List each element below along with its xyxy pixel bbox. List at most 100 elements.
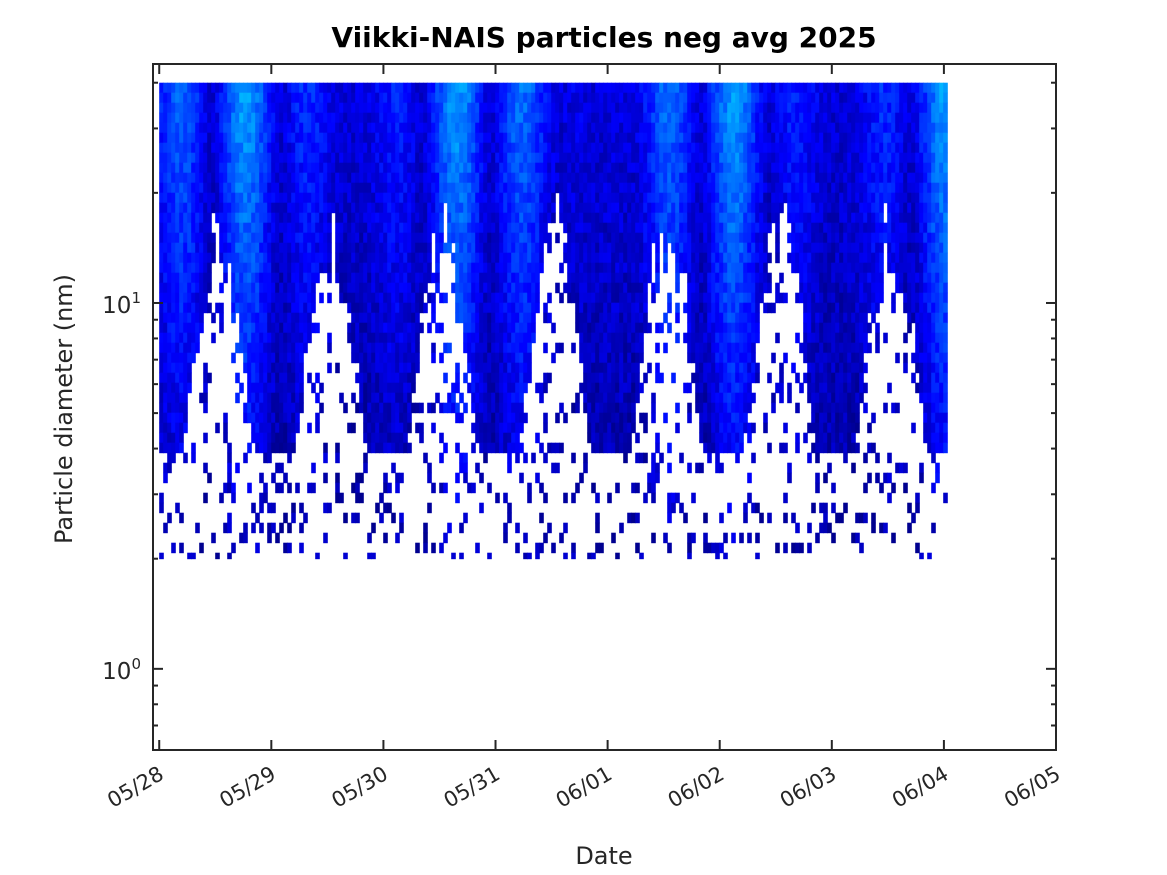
heatmap-cell (375, 152, 380, 164)
heatmap-cell (695, 202, 700, 214)
heatmap-cell (583, 262, 588, 274)
heatmap-cell (423, 192, 428, 204)
heatmap-cell (431, 222, 436, 234)
heatmap-cell (659, 132, 664, 144)
heatmap-cell (347, 172, 352, 184)
heatmap-cell (479, 412, 484, 424)
heatmap-cell (515, 222, 520, 234)
heatmap-cell (635, 342, 640, 354)
heatmap-cell (291, 502, 296, 514)
heatmap-cell (415, 422, 420, 434)
heatmap-cell (539, 232, 544, 244)
heatmap-cell (387, 152, 392, 164)
heatmap-cell (659, 372, 664, 384)
heatmap-cell (759, 102, 764, 114)
heatmap-cell (475, 342, 480, 354)
heatmap-cell (523, 322, 528, 334)
heatmap-cell (343, 122, 348, 134)
heatmap-cell (687, 412, 692, 424)
heatmap-cell (215, 132, 220, 144)
heatmap-cell (479, 252, 484, 264)
heatmap-cell (547, 182, 552, 194)
heatmap-cell (623, 402, 628, 414)
heatmap-cell (495, 272, 500, 284)
heatmap-cell (475, 362, 480, 374)
heatmap-cell (587, 552, 592, 560)
heatmap-cell (367, 252, 372, 264)
heatmap-cell (351, 212, 356, 224)
heatmap-cell (643, 142, 648, 154)
heatmap-cell (303, 302, 308, 314)
heatmap-cell (295, 342, 300, 354)
heatmap-cell (443, 82, 448, 94)
heatmap-cell (543, 92, 548, 104)
heatmap-cell (743, 112, 748, 124)
heatmap-cell (495, 212, 500, 224)
heatmap-cell (615, 282, 620, 294)
heatmap-cell (727, 312, 732, 324)
heatmap-cell (199, 302, 204, 314)
heatmap-cell (363, 372, 368, 384)
heatmap-cell (751, 342, 756, 354)
heatmap-cell (535, 92, 540, 104)
heatmap-cell (171, 452, 176, 464)
heatmap-cell (627, 152, 632, 164)
heatmap-cell (435, 252, 440, 264)
heatmap-cell (515, 522, 520, 534)
heatmap-cell (467, 192, 472, 204)
heatmap-cell (591, 352, 596, 364)
heatmap-cell (191, 232, 196, 244)
heatmap-cell (535, 232, 540, 244)
heatmap-cell (215, 112, 220, 124)
heatmap-cell (619, 292, 624, 304)
heatmap-cell (339, 152, 344, 164)
heatmap-cell (419, 152, 424, 164)
heatmap-cell (635, 242, 640, 254)
heatmap-cell (667, 442, 672, 454)
heatmap-cell (651, 102, 656, 114)
heatmap-cell (391, 112, 396, 124)
heatmap-cell (499, 372, 504, 384)
heatmap-cell (215, 182, 220, 194)
heatmap-cell (747, 102, 752, 114)
heatmap-cell (571, 102, 576, 114)
heatmap-cell (335, 142, 340, 154)
heatmap-cell (339, 282, 344, 294)
heatmap-cell (251, 112, 256, 124)
heatmap-cell (275, 102, 280, 114)
heatmap-cell (527, 222, 532, 234)
heatmap-cell (703, 402, 708, 414)
heatmap-cell (431, 122, 436, 134)
heatmap-cell (199, 192, 204, 204)
heatmap-cell (619, 522, 624, 534)
heatmap-cell (271, 112, 276, 124)
heatmap-cell (231, 492, 236, 504)
heatmap-cell (675, 212, 680, 224)
heatmap-cell (343, 112, 348, 124)
heatmap-cell (707, 182, 712, 194)
heatmap-cell (459, 242, 464, 254)
heatmap-cell (519, 202, 524, 214)
heatmap-cell (287, 112, 292, 124)
heatmap-cell (475, 232, 480, 244)
heatmap-cell (419, 272, 424, 284)
heatmap-cell (491, 342, 496, 354)
heatmap-cell (211, 92, 216, 104)
heatmap-cell (295, 82, 300, 94)
heatmap-cell (171, 182, 176, 194)
heatmap-cell (411, 242, 416, 254)
heatmap-cell (323, 192, 328, 204)
heatmap-cell (747, 532, 752, 544)
heatmap-cell (687, 222, 692, 234)
heatmap-cell (407, 402, 412, 414)
heatmap-cell (739, 442, 744, 454)
heatmap-cell (459, 392, 464, 404)
heatmap-cell (451, 162, 456, 174)
heatmap-cell (171, 342, 176, 354)
heatmap-cell (523, 202, 528, 214)
heatmap-cell (591, 232, 596, 244)
heatmap-cell (159, 232, 164, 244)
heatmap-cell (511, 322, 516, 334)
heatmap-cell (767, 192, 772, 204)
heatmap-cell (311, 122, 316, 134)
